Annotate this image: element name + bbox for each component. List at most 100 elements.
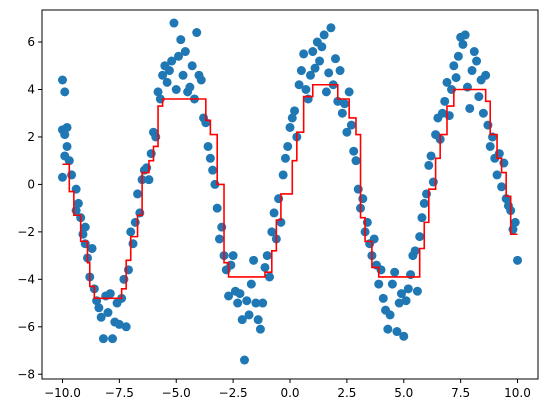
scatter-point <box>305 70 315 80</box>
scatter-point <box>301 85 311 94</box>
scatter-point <box>485 141 495 151</box>
scatter-point <box>449 61 459 71</box>
scatter-point <box>262 251 272 261</box>
scatter-point <box>337 108 347 118</box>
scatter-point <box>121 322 131 332</box>
scatter-point <box>342 127 352 137</box>
scatter-point <box>133 189 143 199</box>
scatter-point <box>469 47 479 57</box>
scatter-point <box>167 56 177 66</box>
scatter-point <box>274 194 284 204</box>
scatter-point <box>212 203 222 213</box>
scatter-point <box>412 286 422 296</box>
scatter-point <box>474 92 484 102</box>
scatter-point <box>57 75 67 85</box>
x-tick-label: −10.0 <box>44 386 81 400</box>
scatter-point <box>444 111 454 121</box>
scatter-point <box>465 103 475 113</box>
scatter-point <box>346 120 356 130</box>
scatter-point <box>472 56 482 66</box>
scatter-point <box>249 255 259 265</box>
scatter-point <box>123 265 133 275</box>
scatter-point <box>208 165 218 175</box>
scatter-point <box>105 289 115 299</box>
scatter-point <box>415 232 425 242</box>
scatter-point <box>258 298 268 308</box>
scatter-point <box>321 87 331 97</box>
scatter-point <box>478 108 488 118</box>
scatter-point <box>387 279 397 289</box>
scatter-point <box>458 39 468 49</box>
scatter-point <box>394 298 404 308</box>
x-tick-label: 7.5 <box>451 386 470 400</box>
scatter-point <box>396 289 406 299</box>
scatter-point <box>142 163 152 173</box>
step-line <box>62 83 518 300</box>
scatter-point <box>362 217 372 227</box>
y-tick-label: 6 <box>27 35 35 49</box>
scatter-point <box>196 75 206 85</box>
scatter-point <box>437 108 447 118</box>
y-tick-label: −8 <box>17 367 35 381</box>
scatter-point <box>146 149 156 159</box>
scatter-series <box>57 18 523 365</box>
scatter-point <box>287 113 297 123</box>
step-series <box>62 83 518 300</box>
scatter-point <box>260 262 270 272</box>
scatter-point <box>94 303 104 313</box>
y-tick-label: −4 <box>17 272 35 286</box>
scatter-point <box>460 30 470 40</box>
scatter-point <box>217 222 227 232</box>
scatter-point <box>353 184 363 194</box>
scatter-point <box>424 160 434 170</box>
scatter-point <box>128 239 138 249</box>
scatter-point <box>244 310 254 320</box>
scatter-point <box>326 23 336 33</box>
scatter-point <box>67 170 77 180</box>
scatter-point <box>224 291 234 301</box>
scatter-point <box>144 175 154 185</box>
scatter-point <box>114 319 124 329</box>
scatter-point <box>317 42 327 52</box>
scatter-point <box>451 73 461 83</box>
scatter-point <box>80 222 90 232</box>
scatter-point <box>233 298 243 308</box>
scatter-point <box>192 28 202 38</box>
scatter-point <box>401 296 411 306</box>
x-axis: −10.0 −7.5 −5.0 −2.5 0.0 2.5 5.0 7.5 10.0 <box>44 379 531 400</box>
scatter-point <box>428 177 438 187</box>
y-tick-label: 2 <box>27 130 35 144</box>
scatter-point <box>410 246 420 256</box>
scatter-point <box>98 334 108 344</box>
x-tick-label: 0.0 <box>280 386 299 400</box>
scatter-point <box>237 315 247 325</box>
y-tick-label: 4 <box>27 82 35 96</box>
scatter-point <box>392 327 402 337</box>
scatter-point <box>319 30 329 40</box>
x-tick-label: −7.5 <box>105 386 134 400</box>
scatter-point <box>283 141 293 151</box>
scatter-point <box>62 122 72 132</box>
scatter-point <box>331 54 340 64</box>
scatter-point <box>299 49 309 59</box>
scatter-point <box>285 122 295 132</box>
scatter-point <box>180 47 190 57</box>
scatter-point <box>335 66 345 76</box>
scatter-point <box>492 170 502 180</box>
scatter-point <box>96 312 106 322</box>
scatter-point <box>481 70 491 80</box>
scatter-point <box>103 308 113 318</box>
scatter-point <box>126 227 136 237</box>
y-axis: −8 −6 −4 −2 0 2 4 6 <box>17 35 42 381</box>
x-tick-label: −2.5 <box>219 386 248 400</box>
scatter-point <box>467 66 477 76</box>
scatter-point <box>358 194 368 204</box>
scatter-point <box>290 106 300 116</box>
scatter-point <box>308 47 318 57</box>
x-tick-label: 2.5 <box>337 386 356 400</box>
scatter-point <box>399 331 409 341</box>
scatter-point <box>235 289 245 299</box>
scatter-point <box>130 217 140 227</box>
scatter-point <box>242 296 252 306</box>
